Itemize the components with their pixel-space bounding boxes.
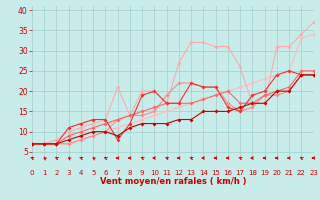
X-axis label: Vent moyen/en rafales ( km/h ): Vent moyen/en rafales ( km/h )	[100, 177, 246, 186]
